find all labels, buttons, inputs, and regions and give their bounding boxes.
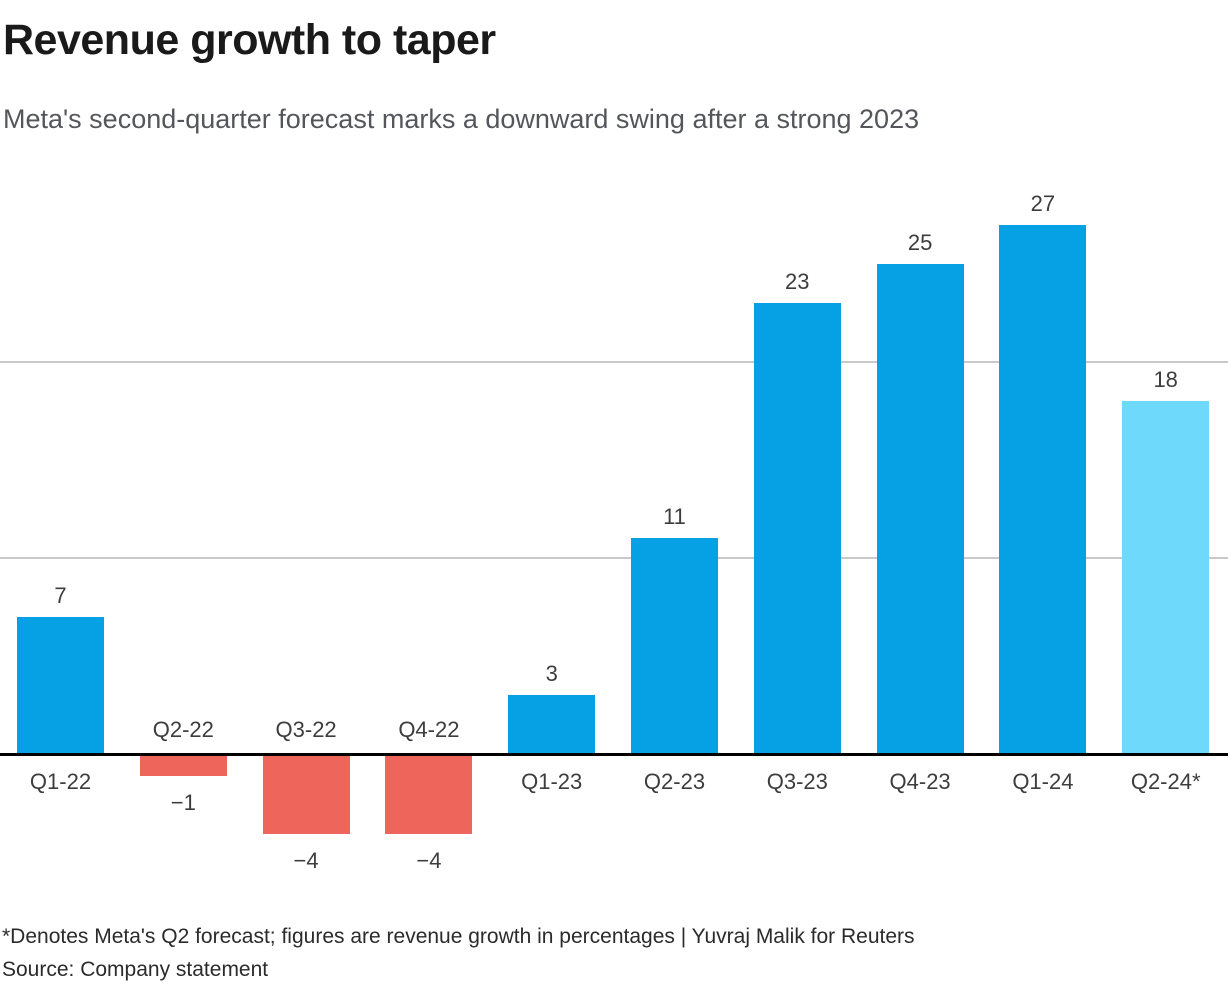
gridline-10 xyxy=(0,557,1228,559)
chart-title: Revenue growth to taper xyxy=(3,16,496,64)
x-axis-label-q3-23: Q3-23 xyxy=(766,769,828,794)
x-axis-label-q3-22: Q3-22 xyxy=(275,717,337,742)
bar-q1-22 xyxy=(17,616,104,755)
bar-value-label-q4-23: 25 xyxy=(907,230,933,255)
bar-q4-23 xyxy=(876,264,964,755)
bar-q1-23 xyxy=(508,695,596,755)
x-axis-label-q4-22: Q4-22 xyxy=(398,717,460,742)
bar-q2-22 xyxy=(139,756,227,776)
bar-value-label-q1-23: 3 xyxy=(545,661,558,687)
bar-value-label-q4-22: −4 xyxy=(416,848,442,874)
bar-q2-23 xyxy=(631,538,718,755)
footnote-text: *Denotes Meta's Q2 forecast; figures are… xyxy=(2,925,915,948)
bar-value-label-q2-22: −1 xyxy=(170,789,196,815)
source-text: Source: Company statement xyxy=(2,958,269,981)
x-axis-label-q2-24: Q2-24* xyxy=(1130,769,1201,794)
gridline-20 xyxy=(0,361,1228,363)
x-axis-label-q2-22: Q2-22 xyxy=(152,717,214,742)
chart-footer: *Denotes Meta's Q2 forecast; figures are… xyxy=(2,920,915,986)
x-axis-line xyxy=(0,753,1228,756)
x-axis-label-q1-22: Q1-22 xyxy=(29,769,92,794)
bar-value-label-q1-22: 7 xyxy=(54,582,67,608)
x-axis-label-q2-23: Q2-23 xyxy=(643,769,706,794)
bar-value-label-q2-24: 18 xyxy=(1153,367,1178,393)
bar-value-label-q1-24: 27 xyxy=(1030,190,1056,216)
bar-value-label-q3-22: −4 xyxy=(293,848,319,874)
x-axis-label-q4-23: Q4-23 xyxy=(889,769,951,794)
x-axis-label-q1-24: Q1-24 xyxy=(1012,769,1074,794)
bar-value-label-q2-23: 11 xyxy=(663,504,686,530)
bar-q3-23 xyxy=(753,303,841,755)
bar-q2-24 xyxy=(1122,401,1210,755)
x-axis-label-q1-23: Q1-23 xyxy=(521,769,583,794)
bar-q3-22 xyxy=(262,756,350,835)
bar-q1-24 xyxy=(999,224,1087,755)
bar-value-label-q3-23: 23 xyxy=(785,269,810,295)
chart-subtitle: Meta's second-quarter forecast marks a d… xyxy=(3,104,920,134)
bar-q4-22 xyxy=(385,756,473,835)
